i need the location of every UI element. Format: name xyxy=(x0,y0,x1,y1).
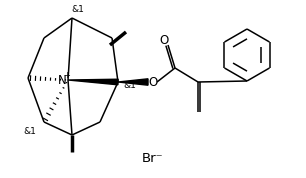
Polygon shape xyxy=(118,79,148,85)
Text: &1: &1 xyxy=(124,80,136,90)
Text: +: + xyxy=(64,70,70,80)
Polygon shape xyxy=(68,79,118,85)
Text: &1: &1 xyxy=(24,127,36,137)
Text: O: O xyxy=(159,33,169,46)
Text: O: O xyxy=(148,75,158,88)
Text: N: N xyxy=(58,74,66,87)
Text: Br⁻: Br⁻ xyxy=(142,151,164,164)
Text: &1: &1 xyxy=(72,6,84,14)
